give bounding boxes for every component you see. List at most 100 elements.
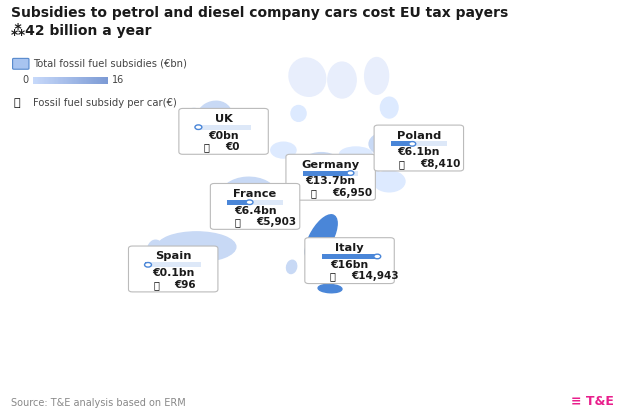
Text: 🚗: 🚗 (153, 280, 159, 290)
Bar (86, 77, 87, 84)
Text: €6.1bn: €6.1bn (397, 147, 440, 157)
Circle shape (195, 125, 202, 129)
Bar (83, 77, 84, 84)
Text: Source: T&E analysis based on ERM: Source: T&E analysis based on ERM (12, 398, 186, 408)
Bar (104, 77, 106, 84)
Bar (57, 77, 58, 84)
Text: Spain: Spain (155, 251, 191, 261)
Bar (58, 77, 60, 84)
Bar (81, 77, 82, 84)
Bar (227, 200, 250, 205)
Bar (82, 77, 83, 84)
Text: €96: €96 (175, 280, 196, 290)
Ellipse shape (291, 106, 306, 121)
FancyBboxPatch shape (374, 125, 463, 171)
Bar (52, 77, 53, 84)
Ellipse shape (369, 130, 418, 158)
Bar (64, 77, 65, 84)
Bar (88, 77, 90, 84)
Ellipse shape (298, 153, 344, 185)
Bar (33, 77, 34, 84)
Bar (34, 77, 35, 84)
Bar (72, 77, 73, 84)
Text: 16: 16 (112, 75, 124, 85)
Bar (79, 77, 81, 84)
Bar (145, 262, 201, 267)
Text: 0: 0 (23, 75, 29, 85)
Circle shape (145, 263, 152, 267)
Bar (90, 77, 91, 84)
Bar (303, 171, 358, 176)
Text: Germany: Germany (301, 160, 360, 170)
Bar (84, 77, 86, 84)
Circle shape (409, 142, 416, 146)
Text: 🚗: 🚗 (399, 159, 404, 169)
Text: 🚗: 🚗 (235, 217, 241, 227)
Bar (97, 77, 99, 84)
Ellipse shape (298, 180, 323, 191)
Bar (63, 77, 64, 84)
Bar (43, 77, 44, 84)
Text: €8,410: €8,410 (420, 159, 460, 169)
Bar (69, 77, 70, 84)
Text: Subsidies to petrol and diesel company cars cost EU tax payers: Subsidies to petrol and diesel company c… (12, 6, 509, 20)
Ellipse shape (220, 177, 277, 215)
Bar (196, 125, 252, 130)
Text: €6.4bn: €6.4bn (234, 206, 276, 216)
Ellipse shape (287, 260, 297, 274)
Ellipse shape (187, 108, 201, 121)
Bar (39, 77, 40, 84)
Text: UK: UK (214, 114, 232, 124)
Bar (76, 77, 77, 84)
Ellipse shape (196, 101, 232, 132)
Ellipse shape (339, 147, 372, 162)
Bar (107, 77, 108, 84)
Text: Poland: Poland (397, 131, 441, 141)
Bar (45, 77, 47, 84)
Text: 🚗: 🚗 (14, 98, 20, 108)
Circle shape (347, 171, 354, 176)
Ellipse shape (348, 242, 372, 263)
Bar (60, 77, 61, 84)
Bar (96, 77, 97, 84)
Text: ⁂42 billion a year: ⁂42 billion a year (12, 23, 152, 38)
Bar (102, 77, 103, 84)
Bar (40, 77, 42, 84)
Bar (35, 77, 36, 84)
Bar (391, 141, 412, 146)
Text: €14,943: €14,943 (351, 271, 399, 281)
Bar (65, 77, 67, 84)
Bar (54, 77, 56, 84)
Bar (38, 77, 39, 84)
Bar (53, 77, 54, 84)
Ellipse shape (355, 167, 379, 179)
Ellipse shape (289, 58, 326, 96)
Circle shape (246, 200, 253, 205)
Bar (303, 171, 351, 176)
Text: Italy: Italy (335, 243, 364, 253)
Text: €5,903: €5,903 (257, 217, 296, 227)
Text: €6,950: €6,950 (332, 188, 372, 198)
Text: €13.7bn: €13.7bn (305, 176, 356, 186)
Ellipse shape (318, 284, 342, 293)
Bar (48, 77, 49, 84)
Bar (87, 77, 88, 84)
Bar (42, 77, 43, 84)
FancyBboxPatch shape (211, 183, 300, 229)
Bar (91, 77, 92, 84)
Bar (51, 77, 52, 84)
Bar (99, 77, 100, 84)
Ellipse shape (374, 171, 405, 192)
Ellipse shape (147, 240, 164, 262)
Bar (78, 77, 79, 84)
Text: €16bn: €16bn (330, 260, 369, 270)
Circle shape (374, 254, 381, 259)
Bar (36, 77, 38, 84)
Ellipse shape (271, 142, 296, 158)
Bar (67, 77, 68, 84)
Bar (44, 77, 45, 84)
Bar (77, 77, 78, 84)
Bar (92, 77, 93, 84)
FancyBboxPatch shape (305, 238, 394, 284)
Ellipse shape (365, 58, 388, 94)
